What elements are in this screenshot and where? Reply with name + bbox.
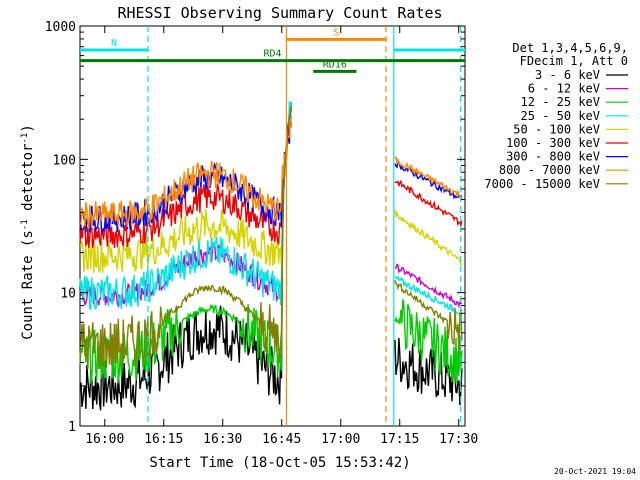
- series-8-post: [394, 280, 463, 354]
- flag-label-1: S: [333, 27, 339, 38]
- y-tick-label-3: 1000: [45, 20, 76, 35]
- x-tick-label-3: 16:45: [262, 432, 301, 447]
- y-axis-ticks: 1 10 100 1000: [45, 20, 465, 435]
- footer-timestamp: 20-Oct-2021 19:04: [554, 467, 636, 476]
- series-6-pre: [79, 114, 293, 234]
- x-tick-label-4: 17:00: [321, 432, 360, 447]
- flag-label-3: RD16: [323, 59, 347, 70]
- series-4-post: [394, 209, 463, 266]
- series-5: [79, 115, 463, 248]
- legend-label-3: 25 - 50 keV: [521, 109, 600, 123]
- x-tick-label-5: 17:15: [380, 432, 419, 447]
- y-axis-label-mid: detector: [20, 144, 36, 220]
- series-4-pre: [79, 118, 293, 274]
- series-5-pre: [79, 115, 292, 248]
- x-axis-label: Start Time (18-Oct-05 15:53:42): [149, 455, 410, 471]
- series-8-pre: [79, 106, 293, 370]
- series-0: [79, 102, 463, 411]
- legend-label-2: 12 - 25 keV: [521, 95, 600, 109]
- series-8: [79, 106, 463, 370]
- legend-label-4: 50 - 100 keV: [513, 122, 600, 136]
- series-7: [79, 116, 463, 230]
- series-6: [79, 114, 463, 234]
- marker-layer: [147, 26, 462, 426]
- flag-label-2: RD4: [263, 49, 281, 60]
- x-tick-label-2: 16:30: [203, 432, 242, 447]
- x-tick-label-0: 16:00: [85, 432, 124, 447]
- series-1-post: [394, 263, 463, 309]
- plot-area: N S RD4 RD16 16:00 16:15 16:30 16:45 17:00 17:15…: [45, 20, 479, 447]
- legend: Det 1,3,4,5,6,9, FDecim 1, Att 0 3 - 6 k…: [484, 41, 628, 191]
- series-layer: [79, 101, 463, 411]
- flag-layer: N S RD4 RD16: [80, 27, 465, 73]
- series-3: [79, 101, 463, 315]
- series-7-post: [394, 155, 463, 201]
- legend-label-5: 100 - 300 keV: [506, 136, 600, 150]
- legend-label-7: 800 - 7000 keV: [499, 163, 600, 177]
- y-tick-label-2: 100: [53, 153, 76, 168]
- series-3-post: [394, 274, 463, 315]
- series-2-pre: [79, 101, 293, 385]
- series-6-post: [394, 160, 463, 200]
- series-0-pre: [79, 102, 293, 411]
- flag-label-0: N: [111, 38, 117, 49]
- x-tick-label-1: 16:15: [144, 432, 183, 447]
- series-0-post: [394, 337, 463, 406]
- legend-label-1: 6 - 12 keV: [528, 82, 600, 96]
- legend-label-6: 300 - 800 keV: [506, 150, 600, 164]
- y-axis-label-end: ): [20, 124, 36, 132]
- y-axis-label-main: Count Rate (s: [20, 230, 36, 340]
- chart-title: RHESSI Observing Summary Count Rates: [117, 4, 442, 22]
- series-2: [79, 101, 463, 385]
- y-axis-label-sup2: -1: [20, 133, 30, 144]
- series-4: [79, 118, 463, 274]
- y-axis-label: Count Rate (s-1 detector-1): [20, 124, 36, 340]
- series-3-pre: [79, 101, 293, 310]
- series-5-post: [394, 179, 463, 228]
- x-axis-ticks: 16:00 16:15 16:30 16:45 17:00 17:15 17:30: [85, 26, 478, 447]
- legend-label-8: 7000 - 15000 keV: [484, 177, 600, 191]
- series-2-post: [394, 299, 463, 384]
- series-7-pre: [79, 116, 293, 230]
- legend-header-1: Det 1,3,4,5,6,9,: [512, 41, 628, 55]
- y-axis-label-sup1: -1: [20, 219, 30, 230]
- legend-header-2: FDecim 1, Att 0: [520, 54, 628, 68]
- x-tick-label-6: 17:30: [439, 432, 478, 447]
- y-tick-label-1: 10: [60, 287, 76, 302]
- legend-label-0: 3 - 6 keV: [535, 68, 600, 82]
- y-tick-label-0: 1: [68, 420, 76, 435]
